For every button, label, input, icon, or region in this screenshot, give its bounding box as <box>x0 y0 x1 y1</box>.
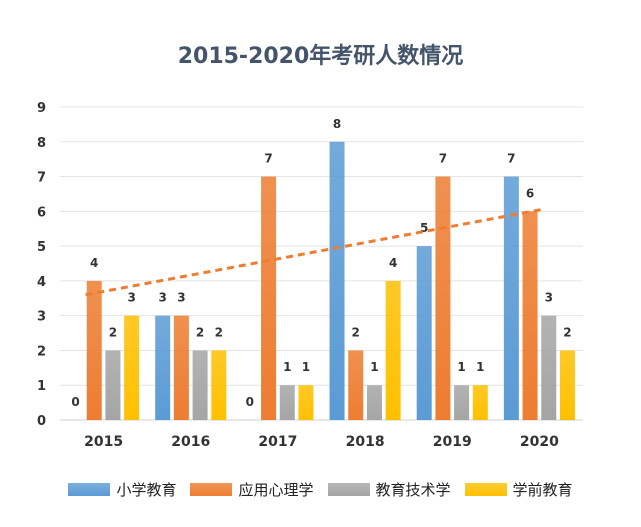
data-label: 3 <box>127 291 135 305</box>
y-tick-label: 0 <box>37 414 46 429</box>
bar <box>503 176 519 420</box>
data-label: 4 <box>90 256 98 270</box>
legend-swatch <box>68 483 111 496</box>
y-tick-label: 9 <box>37 101 46 116</box>
y-tick-label: 8 <box>37 136 46 151</box>
legend-label: 学前教育 <box>512 481 573 499</box>
data-label: 7 <box>507 152 515 166</box>
y-tick-label: 6 <box>37 205 46 220</box>
data-label: 5 <box>420 221 428 235</box>
data-label: 2 <box>352 325 360 339</box>
legend-swatch <box>464 483 507 496</box>
x-tick-label: 2017 <box>258 434 297 450</box>
legend-label: 教育技术学 <box>375 481 451 499</box>
legend-label: 应用心理学 <box>238 481 314 499</box>
data-label: 7 <box>264 152 272 166</box>
data-label: 1 <box>283 360 291 374</box>
data-label: 2 <box>215 325 223 339</box>
data-label: 0 <box>71 395 79 409</box>
bar <box>454 385 470 420</box>
bar <box>385 280 401 420</box>
legend-item: 学前教育 <box>464 479 573 500</box>
bar <box>366 385 382 420</box>
bar <box>416 246 432 420</box>
y-tick-label: 7 <box>37 171 46 186</box>
bar <box>105 350 121 420</box>
bar <box>124 315 140 420</box>
bar <box>211 350 227 420</box>
data-label: 6 <box>526 186 534 200</box>
x-tick-label: 2020 <box>520 434 559 450</box>
y-tick-label: 5 <box>37 240 46 255</box>
y-tick-label: 3 <box>37 310 46 325</box>
legend-swatch <box>190 483 233 496</box>
data-label: 7 <box>439 152 447 166</box>
data-label: 2 <box>109 325 117 339</box>
y-tick-label: 2 <box>37 344 46 359</box>
data-label: 1 <box>302 360 310 374</box>
chart-title: 2015-2020年考研人数情况 <box>177 44 464 69</box>
trendline <box>85 208 542 297</box>
data-label: 4 <box>389 256 397 270</box>
bar <box>348 350 364 420</box>
bar <box>472 385 488 420</box>
data-label: 3 <box>159 291 167 305</box>
data-label: 8 <box>333 117 341 131</box>
legend: 小学教育 应用心理学 教育技术学 学前教育 <box>0 479 641 500</box>
x-tick-label: 2016 <box>171 434 210 450</box>
bar <box>192 350 208 420</box>
y-tick-label: 4 <box>37 275 46 290</box>
x-tick-label: 2019 <box>433 434 472 450</box>
x-tick-label: 2015 <box>84 434 123 450</box>
bar <box>155 315 171 420</box>
bar <box>541 315 557 420</box>
bar <box>329 141 345 420</box>
bar <box>522 211 538 420</box>
x-tick-label: 2018 <box>346 434 385 450</box>
bar <box>279 385 295 420</box>
data-label: 1 <box>476 360 484 374</box>
legend-label: 小学教育 <box>116 481 177 499</box>
legend-item: 教育技术学 <box>327 479 451 500</box>
bar <box>173 315 189 420</box>
bar <box>559 350 575 420</box>
data-label: 2 <box>196 325 204 339</box>
data-label: 3 <box>545 291 553 305</box>
legend-item: 应用心理学 <box>190 479 314 500</box>
data-label: 0 <box>246 395 254 409</box>
data-label: 1 <box>370 360 378 374</box>
data-label: 2 <box>563 325 571 339</box>
bar <box>86 280 102 420</box>
data-label: 1 <box>457 360 465 374</box>
legend-item: 小学教育 <box>68 479 176 500</box>
bar <box>298 385 314 420</box>
y-tick-label: 1 <box>37 379 46 394</box>
data-label: 3 <box>177 291 185 305</box>
bar <box>435 176 451 420</box>
bar <box>261 176 277 420</box>
legend-swatch <box>327 483 370 496</box>
